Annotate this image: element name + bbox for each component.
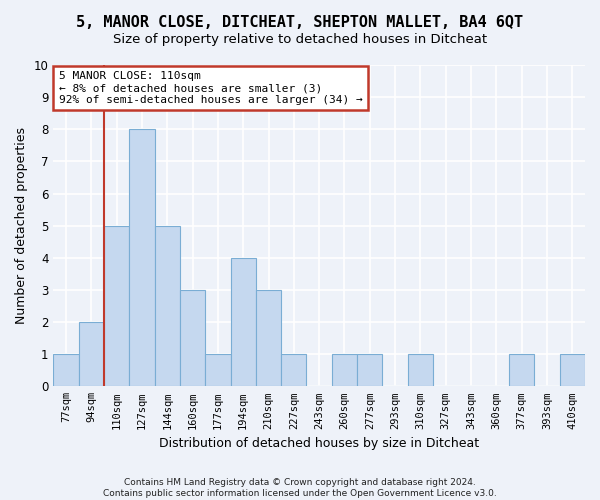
Bar — [53, 354, 79, 386]
Text: Size of property relative to detached houses in Ditcheat: Size of property relative to detached ho… — [113, 32, 487, 46]
Bar — [155, 226, 180, 386]
Bar — [205, 354, 230, 386]
Text: 5 MANOR CLOSE: 110sqm
← 8% of detached houses are smaller (3)
92% of semi-detach: 5 MANOR CLOSE: 110sqm ← 8% of detached h… — [59, 72, 362, 104]
Bar — [408, 354, 433, 386]
Bar — [560, 354, 585, 386]
Bar — [256, 290, 281, 386]
X-axis label: Distribution of detached houses by size in Ditcheat: Distribution of detached houses by size … — [159, 437, 479, 450]
Bar — [104, 226, 129, 386]
Bar — [509, 354, 535, 386]
Bar — [332, 354, 357, 386]
Bar — [357, 354, 382, 386]
Bar — [281, 354, 307, 386]
Bar — [230, 258, 256, 386]
Bar — [79, 322, 104, 386]
Text: Contains HM Land Registry data © Crown copyright and database right 2024.
Contai: Contains HM Land Registry data © Crown c… — [103, 478, 497, 498]
Text: 5, MANOR CLOSE, DITCHEAT, SHEPTON MALLET, BA4 6QT: 5, MANOR CLOSE, DITCHEAT, SHEPTON MALLET… — [76, 15, 524, 30]
Y-axis label: Number of detached properties: Number of detached properties — [15, 127, 28, 324]
Bar — [180, 290, 205, 386]
Bar — [129, 130, 155, 386]
